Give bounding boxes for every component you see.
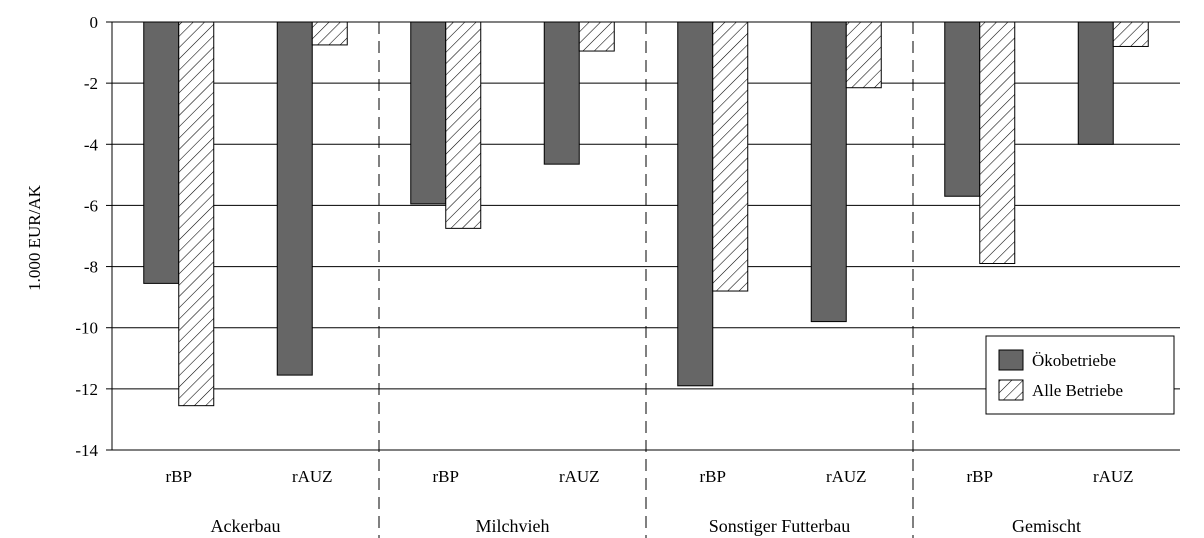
bar-oekobetriebe	[810, 21, 847, 323]
bar-alle-betriebe	[712, 21, 749, 292]
category-label: rBP	[166, 467, 192, 486]
legend-swatch	[998, 379, 1024, 401]
legend-label: Alle Betriebe	[1032, 381, 1123, 400]
bar-alle-betriebe	[578, 21, 615, 52]
y-tick-label: -12	[75, 380, 98, 399]
bar-alle-betriebe	[178, 21, 215, 407]
group-label: Sonstiger Futterbau	[709, 516, 851, 536]
y-tick-label: -14	[75, 441, 98, 460]
group-separators	[378, 22, 914, 538]
y-tick-label: -2	[84, 74, 98, 93]
y-tick-label: -4	[84, 135, 99, 154]
legend-label: Ökobetriebe	[1032, 351, 1116, 370]
y-tick-label: -8	[84, 258, 98, 277]
group-label: Milchvieh	[476, 516, 550, 536]
category-label: rBP	[700, 467, 726, 486]
category-label: rBP	[433, 467, 459, 486]
category-label: rAUZ	[826, 467, 867, 486]
y-tick-label: -10	[75, 319, 98, 338]
bar-oekobetriebe	[543, 21, 580, 165]
bars	[143, 21, 1149, 407]
bar-oekobetriebe	[410, 21, 447, 205]
bar-alle-betriebe	[979, 21, 1016, 265]
tick-labels: 0 -2 -4 -6 -8 -10 -12 -14 Ackerbau Milchvieh Sonst…	[75, 13, 1133, 536]
legend-swatch	[998, 349, 1024, 371]
legend: Ökobetriebe Alle Betriebe	[985, 335, 1175, 415]
category-label: rAUZ	[559, 467, 600, 486]
category-label: rAUZ	[1093, 467, 1134, 486]
bar-alle-betriebe	[845, 21, 882, 89]
bar-oekobetriebe	[944, 21, 981, 197]
bar-alle-betriebe	[1112, 21, 1149, 47]
bar-oekobetriebe	[143, 21, 180, 284]
group-label: Gemischt	[1012, 516, 1081, 536]
y-tick-label: -6	[84, 196, 98, 215]
bar-oekobetriebe	[1077, 21, 1114, 145]
legend-box	[985, 335, 1175, 415]
y-axis-label: 1.000 EUR/AK	[25, 184, 44, 291]
bar-oekobetriebe	[276, 21, 313, 376]
bar-alle-betriebe	[311, 21, 348, 46]
axes	[106, 21, 1180, 451]
bar-oekobetriebe	[677, 21, 714, 387]
y-tick-label: 0	[90, 13, 99, 32]
category-label: rAUZ	[292, 467, 333, 486]
category-label: rBP	[967, 467, 993, 486]
group-label: Ackerbau	[211, 516, 281, 536]
bar-alle-betriebe	[445, 21, 482, 229]
